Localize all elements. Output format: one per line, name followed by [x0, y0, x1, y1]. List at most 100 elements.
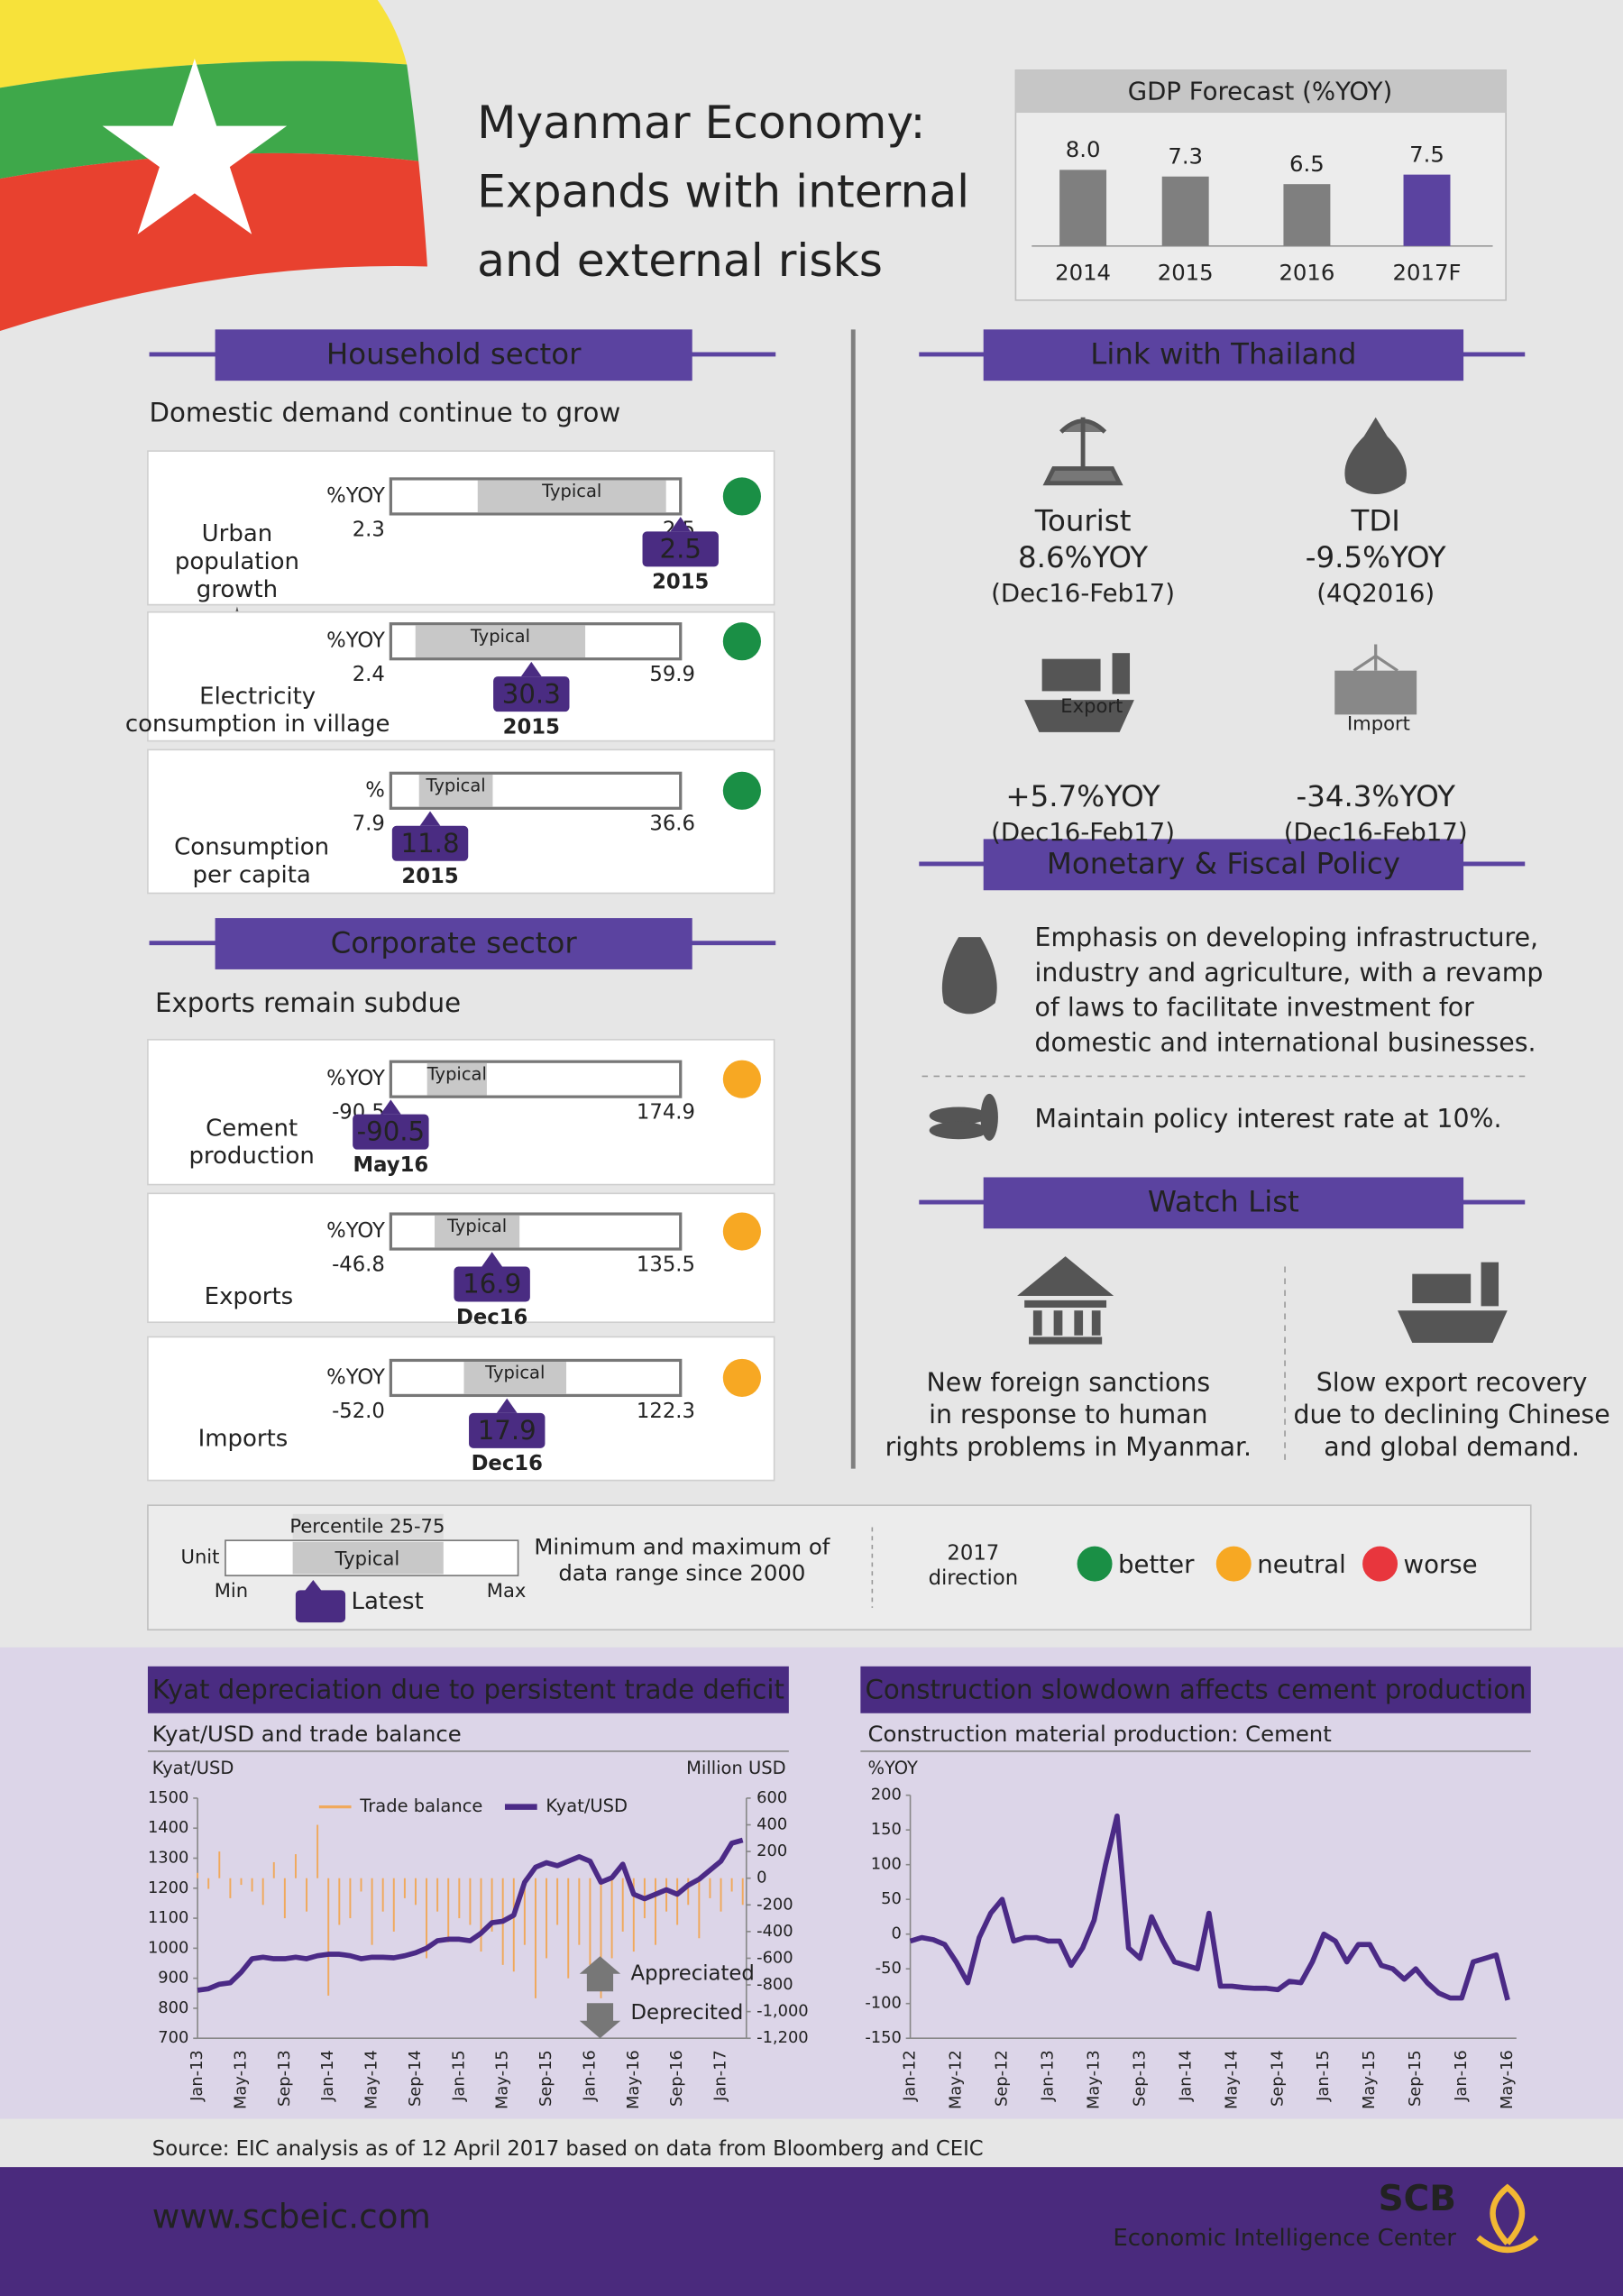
typical-range [477, 480, 666, 513]
x-tick-label: Sep-15 [536, 2050, 555, 2107]
legend-text: Min [215, 1579, 248, 1602]
trade-bar [240, 1878, 243, 1886]
unit-label: %YOY [326, 629, 385, 653]
link-period: (4Q2016) [1316, 578, 1435, 608]
icon-export-tower [1112, 653, 1131, 694]
status-dot [722, 1212, 762, 1251]
axis-title: Million USD [686, 1758, 785, 1778]
heading: Corporate sector [331, 925, 578, 960]
y-tick-label: -100 [865, 1994, 901, 2013]
trade-bar [687, 1878, 690, 1906]
trade-bar [207, 1878, 210, 1889]
icon-coin [980, 1093, 998, 1141]
trade-bar [480, 1878, 482, 1952]
y-tick-label: 1200 [148, 1878, 188, 1897]
chart-title: Kyat depreciation due to persistent trad… [152, 1674, 784, 1704]
latest-pointer [520, 661, 542, 677]
value-label: 7.3 [1168, 143, 1203, 170]
latest-date: Dec16 [456, 1306, 527, 1329]
icon-coins [929, 1121, 988, 1140]
y2-tick-label: 600 [756, 1788, 787, 1807]
value-label: 7.5 [1409, 142, 1444, 168]
arrow-down [579, 2003, 621, 2039]
max-label: 36.6 [649, 813, 695, 836]
icon-money-bag [941, 937, 997, 1015]
legend-dot [1362, 1546, 1398, 1582]
watch-line: and global demand. [1324, 1432, 1580, 1462]
legend-text: Typical [335, 1547, 400, 1569]
legend-text: direction [929, 1566, 1019, 1590]
latest-date: 2015 [652, 571, 709, 594]
status-dot [722, 771, 762, 810]
status-dot [722, 1060, 762, 1098]
trade-bar [610, 1878, 613, 1959]
y-tick-label: 900 [158, 1969, 188, 1988]
chart-title: GDP Forecast (%YOY) [1128, 76, 1393, 106]
chart-subtitle: Construction material production: Cement [867, 1721, 1331, 1747]
footer-url: www.scbeic.com [152, 2196, 431, 2236]
policy-line: of laws to facilitate investment for [1035, 993, 1475, 1023]
footer-unit: Economic Intelligence Center [1113, 2225, 1456, 2252]
watch-line: New foreign sanctions [927, 1367, 1211, 1397]
trade-bar [709, 1878, 711, 1898]
indicator-name: population [175, 548, 299, 575]
x-tick-label: May-16 [624, 2050, 643, 2109]
trade-bar [469, 1878, 472, 1925]
min-label: 7.9 [353, 813, 385, 836]
typical-range [435, 1215, 520, 1248]
x-tick-label: Sep-12 [992, 2050, 1011, 2107]
bar [1059, 170, 1107, 246]
y2-tick-label: 400 [756, 1815, 787, 1834]
status-dot [722, 1358, 762, 1398]
y-tick-label: 0 [891, 1924, 901, 1943]
trade-bar [283, 1878, 286, 1919]
y-tick-label: 100 [871, 1855, 902, 1874]
legend-text: data range since 2000 [558, 1560, 805, 1586]
trade-bar [741, 1878, 744, 1906]
icon-watch-container [1412, 1273, 1472, 1304]
watch-line: Slow export recovery [1316, 1367, 1588, 1397]
latest-value: 16.9 [463, 1269, 521, 1300]
charts-band [0, 1647, 1623, 2119]
x-tick-label: Jan-12 [901, 2050, 920, 2102]
y-tick-label: 700 [158, 2028, 188, 2047]
latest-date: May16 [353, 1153, 429, 1177]
trade-bar [197, 1872, 199, 1878]
trade-bar [272, 1861, 275, 1878]
trade-bar [546, 1878, 548, 1959]
trade-bar [218, 1851, 221, 1878]
trade-bar [556, 1878, 559, 1925]
icon-tourist [1042, 417, 1123, 486]
watch-line: rights problems in Myanmar. [885, 1432, 1252, 1462]
typical-label: Typical [541, 481, 601, 501]
x-tick-label: May-13 [1084, 2050, 1103, 2109]
trade-bar [491, 1878, 493, 1932]
legend-text: 2017 [947, 1541, 999, 1565]
x-tick-label: Sep-14 [406, 2050, 425, 2107]
trade-bar [261, 1878, 264, 1906]
typical-range [463, 1362, 567, 1394]
heading: Household sector [326, 337, 582, 372]
x-tick-label: May-15 [1360, 2050, 1379, 2109]
x-tick-label: Jan-13 [188, 2050, 206, 2102]
typical-label: Typical [425, 775, 485, 795]
unit-label: %YOY [326, 484, 385, 508]
icon-watch-ship [1398, 1310, 1508, 1343]
legend-status: neutral [1257, 1549, 1346, 1579]
x-tick-label: Jan-16 [1452, 2050, 1471, 2102]
latest-box [493, 676, 570, 712]
annotation: Appreciated [631, 1961, 755, 1985]
indicator-name: consumption in village [125, 711, 390, 738]
legend-text: Percentile 25-75 [289, 1515, 445, 1538]
trade-bar [720, 1878, 722, 1912]
indicator-panel [147, 450, 775, 606]
trade-bar [392, 1878, 395, 1932]
max-label: 122.3 [637, 1400, 695, 1423]
x-tick-label: Jan-15 [1314, 2050, 1333, 2102]
trade-bar [327, 1878, 330, 1996]
indicator-name: Imports [198, 1426, 289, 1453]
x-tick-label: Sep-13 [1130, 2050, 1149, 2107]
typical-label: Typical [484, 1363, 545, 1383]
y2-tick-label: -1,000 [756, 2002, 809, 2021]
trade-bar [523, 1878, 526, 1945]
